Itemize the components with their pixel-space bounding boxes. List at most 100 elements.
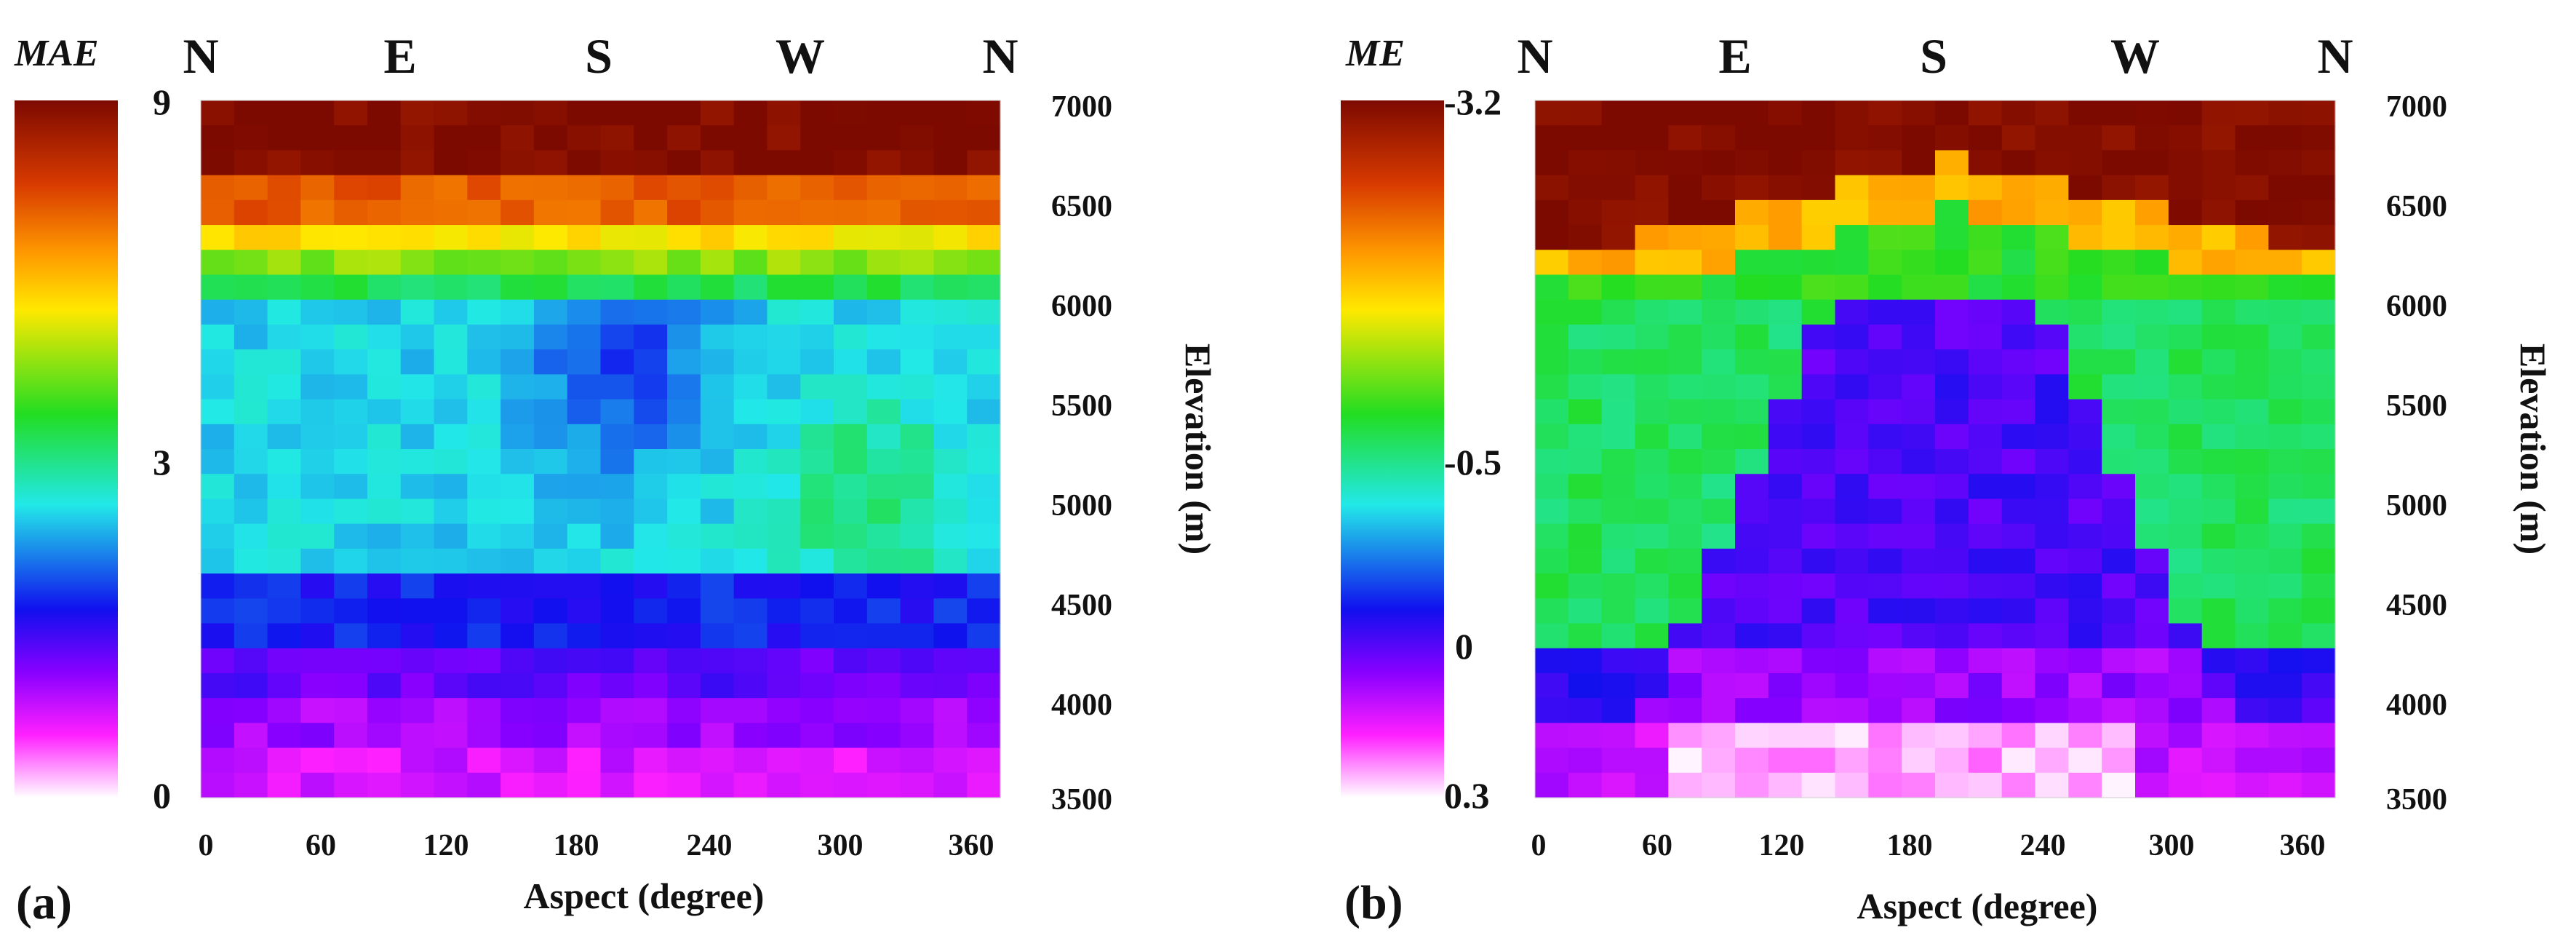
heatmap-cell bbox=[1735, 648, 1769, 674]
heatmap-cell bbox=[800, 225, 834, 250]
heatmap-cell bbox=[1835, 449, 1869, 474]
heatmap-cell bbox=[467, 175, 501, 201]
heatmap-cell bbox=[1902, 100, 1936, 126]
heatmap-cell bbox=[2268, 623, 2302, 649]
heatmap-cell bbox=[1668, 772, 1702, 798]
heatmap-cell bbox=[1768, 499, 1803, 525]
heatmap-cell bbox=[1568, 299, 1603, 325]
heatmap-cell bbox=[1601, 250, 1636, 276]
heatmap-cell bbox=[234, 548, 268, 574]
heatmap-cell bbox=[767, 648, 801, 674]
heatmap-cell bbox=[234, 274, 268, 301]
heatmap-cell bbox=[501, 474, 535, 500]
panel-b-label: (b) bbox=[1344, 876, 1403, 929]
heatmap-cell bbox=[1702, 648, 1736, 674]
heatmap-cell bbox=[2268, 523, 2302, 549]
heatmap-cell bbox=[933, 698, 968, 723]
heatmap-cell bbox=[933, 523, 968, 549]
heatmap-cell bbox=[1702, 250, 1736, 276]
heatmap-cell bbox=[533, 573, 568, 599]
heatmap-cell bbox=[600, 523, 634, 549]
heatmap-cell bbox=[1935, 374, 1969, 400]
heatmap-cell bbox=[2235, 125, 2269, 151]
heatmap-cell bbox=[467, 374, 501, 400]
heatmap-cell bbox=[1535, 349, 1569, 375]
heatmap-cell bbox=[2001, 449, 2036, 474]
heatmap-cell bbox=[2001, 100, 2036, 126]
heatmap-cell bbox=[1935, 125, 1969, 151]
heatmap-cell bbox=[967, 199, 1001, 226]
heatmap-cell bbox=[2068, 100, 2102, 126]
heatmap-cell bbox=[667, 225, 701, 250]
heatmap-cell bbox=[800, 548, 834, 574]
heatmap-cell bbox=[933, 175, 968, 201]
heatmap-cell bbox=[434, 374, 468, 400]
heatmap-cell bbox=[866, 100, 901, 126]
heatmap-cell bbox=[1568, 225, 1603, 250]
heatmap-cell bbox=[567, 274, 602, 301]
heatmap-cell bbox=[2001, 499, 2036, 525]
panel-b-y-tick: 6000 bbox=[2386, 290, 2447, 323]
heatmap-cell bbox=[600, 548, 634, 574]
heatmap-cell bbox=[1968, 225, 2003, 250]
heatmap-cell bbox=[434, 747, 468, 774]
heatmap-cell bbox=[667, 499, 701, 525]
heatmap-cell bbox=[567, 747, 602, 774]
heatmap-cell bbox=[501, 250, 535, 276]
heatmap-cell bbox=[334, 374, 368, 400]
heatmap-cell bbox=[1868, 225, 1902, 250]
heatmap-cell bbox=[2168, 125, 2203, 151]
heatmap-cell bbox=[1702, 199, 1736, 226]
heatmap-cell bbox=[2201, 474, 2236, 500]
heatmap-cell bbox=[434, 723, 468, 749]
heatmap-cell bbox=[300, 723, 335, 749]
heatmap-cell bbox=[1935, 199, 1969, 226]
heatmap-cell bbox=[533, 150, 568, 176]
heatmap-cell bbox=[900, 125, 935, 151]
heatmap-cell bbox=[1935, 747, 1969, 774]
heatmap-cell bbox=[933, 324, 968, 350]
heatmap-cell bbox=[2268, 474, 2302, 500]
panel-a-colorbar-title: MAE bbox=[14, 33, 99, 74]
heatmap-cell bbox=[767, 474, 801, 500]
heatmap-cell bbox=[800, 250, 834, 276]
heatmap-cell bbox=[600, 772, 634, 798]
heatmap-cell bbox=[1668, 449, 1702, 474]
heatmap-cell bbox=[900, 523, 935, 549]
heatmap-cell bbox=[1735, 274, 1769, 301]
heatmap-cell bbox=[2135, 274, 2169, 301]
heatmap-cell bbox=[267, 100, 301, 126]
heatmap-cell bbox=[2268, 250, 2302, 276]
heatmap-cell bbox=[2135, 474, 2169, 500]
heatmap-cell bbox=[600, 274, 634, 301]
heatmap-cell bbox=[300, 324, 335, 350]
heatmap-cell bbox=[2302, 474, 2336, 500]
heatmap-cell bbox=[1801, 424, 1836, 450]
heatmap-cell bbox=[467, 449, 501, 474]
heatmap-cell bbox=[733, 523, 768, 549]
heatmap-cell bbox=[933, 474, 968, 500]
heatmap-cell bbox=[866, 175, 901, 201]
heatmap-cell bbox=[767, 125, 801, 151]
heatmap-cell bbox=[1835, 573, 1869, 599]
heatmap-cell bbox=[467, 349, 501, 375]
heatmap-cell bbox=[2168, 598, 2203, 624]
heatmap-cell bbox=[767, 299, 801, 325]
heatmap-cell bbox=[201, 573, 235, 599]
heatmap-cell bbox=[2001, 698, 2036, 723]
heatmap-cell bbox=[1635, 474, 1669, 500]
heatmap-cell bbox=[1835, 399, 1869, 425]
heatmap-cell bbox=[700, 125, 735, 151]
heatmap-cell bbox=[767, 747, 801, 774]
heatmap-cell bbox=[2201, 349, 2236, 375]
heatmap-cell bbox=[1735, 399, 1769, 425]
heatmap-cell bbox=[1935, 499, 1969, 525]
heatmap-cell bbox=[700, 274, 735, 301]
heatmap-cell bbox=[2102, 449, 2136, 474]
heatmap-cell bbox=[1535, 299, 1569, 325]
heatmap-cell bbox=[2235, 449, 2269, 474]
heatmap-cell bbox=[1535, 698, 1569, 723]
heatmap-cell bbox=[700, 250, 735, 276]
panel-a-colorbar bbox=[15, 100, 118, 798]
heatmap-cell bbox=[2035, 225, 2069, 250]
